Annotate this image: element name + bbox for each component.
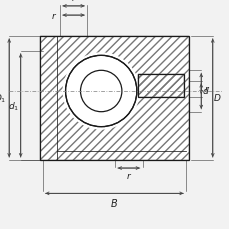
Bar bbox=[137, 74, 183, 97]
Circle shape bbox=[80, 71, 121, 112]
Text: B: B bbox=[111, 198, 117, 208]
Text: r: r bbox=[126, 172, 130, 181]
Bar bbox=[40, 37, 188, 160]
Circle shape bbox=[63, 54, 139, 129]
Text: d: d bbox=[202, 87, 207, 96]
Bar bbox=[40, 37, 188, 160]
Circle shape bbox=[65, 56, 136, 127]
Text: D: D bbox=[213, 94, 220, 103]
Bar bbox=[40, 37, 188, 160]
Text: r: r bbox=[204, 85, 207, 94]
Text: r: r bbox=[51, 11, 55, 21]
Bar bbox=[137, 74, 183, 97]
Text: r: r bbox=[71, 0, 75, 3]
Text: $d_1$: $d_1$ bbox=[8, 100, 19, 112]
Text: $D_1$: $D_1$ bbox=[0, 92, 7, 105]
